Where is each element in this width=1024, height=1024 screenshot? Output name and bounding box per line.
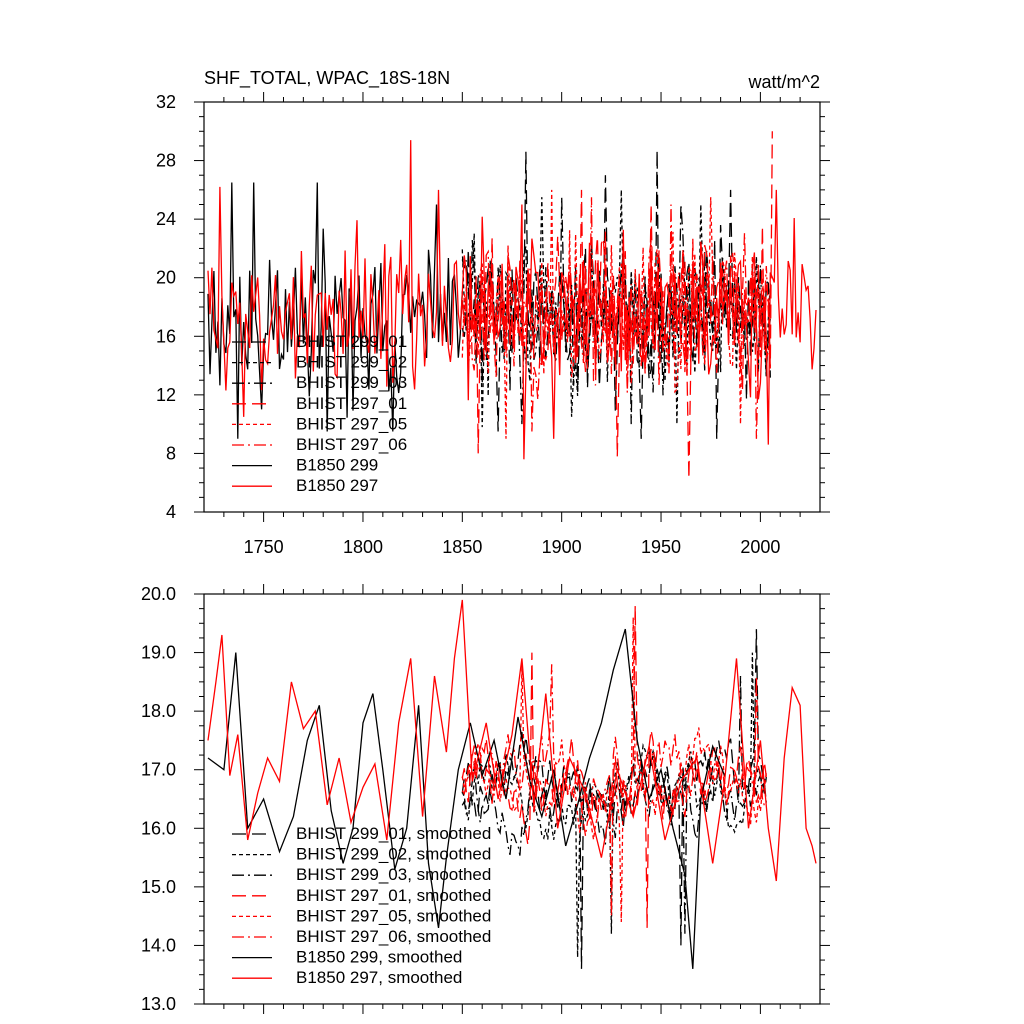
legend-label: B1850 297 xyxy=(296,476,378,495)
bottom-panel: 13.0 14.0 15.0 16.0 17.0 18.0 19.0 20.0 BHIST 29… xyxy=(141,584,830,1014)
x-tick-label: 2000 xyxy=(740,537,780,557)
y-tick-label: 16.0 xyxy=(141,818,176,838)
series-line-5 xyxy=(461,617,767,923)
x-ticks xyxy=(223,92,801,522)
y-tick-label: 24 xyxy=(156,209,176,229)
y-tick-label: 32 xyxy=(156,92,176,112)
chart-units: watt/m^2 xyxy=(748,72,820,92)
legend-label: BHIST 297_05, smoothed xyxy=(296,906,491,925)
legend-label: BHIST 299_01 xyxy=(296,332,407,351)
legend-label: BHIST 299_01, smoothed xyxy=(296,824,491,843)
legend-label: BHIST 299_03, smoothed xyxy=(296,865,491,884)
y-tick-label: 14.0 xyxy=(141,935,176,955)
series-group xyxy=(207,131,817,479)
series-group xyxy=(207,599,817,969)
x-tick-label: 1800 xyxy=(343,537,383,557)
y-tick-label: 18.0 xyxy=(141,701,176,721)
legend-label: BHIST 297_01 xyxy=(296,394,407,413)
series-line-7 xyxy=(207,628,726,969)
series-line-1 xyxy=(461,629,767,969)
y-ticks xyxy=(194,593,830,1005)
series-line-8 xyxy=(207,599,817,882)
series-line-3 xyxy=(461,675,767,934)
legend-label: BHIST 297_01, smoothed xyxy=(296,886,491,905)
series-line-4 xyxy=(461,131,773,479)
x-tick-label: 1750 xyxy=(244,537,284,557)
y-tick-label: 12 xyxy=(156,385,176,405)
y-tick-label: 20 xyxy=(156,268,176,288)
y-tick-label: 16 xyxy=(156,326,176,346)
y-tick-label: 15.0 xyxy=(141,877,176,897)
series-line-8 xyxy=(207,140,817,460)
y-tick-label: 17.0 xyxy=(141,760,176,780)
x-tick-label: 1950 xyxy=(641,537,681,557)
y-tick-label: 13.0 xyxy=(141,994,176,1014)
legend-label: B1850 299 xyxy=(296,456,378,475)
legend-label: BHIST 299_02, smoothed xyxy=(296,845,491,864)
legend-label: BHIST 299_02 xyxy=(296,353,407,372)
legend-label: B1850 299, smoothed xyxy=(296,948,462,967)
y-tick-label: 28 xyxy=(156,151,176,171)
legend-label: BHIST 299_03 xyxy=(296,373,407,392)
x-ticks xyxy=(223,584,801,1014)
y-tick-label: 20.0 xyxy=(141,584,176,604)
x-tick-label: 1850 xyxy=(442,537,482,557)
top-panel: 1750 1800 1850 1900 1950 2000 4 8 12 16 20 24 28 32 BH… xyxy=(156,92,830,557)
y-ticks xyxy=(194,101,830,513)
x-tick-label: 1900 xyxy=(542,537,582,557)
chart-title: SHF_TOTAL, WPAC_18S-18N xyxy=(204,68,450,89)
legend: BHIST 299_01, smoothed BHIST 299_02, smoo… xyxy=(232,824,491,987)
legend-label: BHIST 297_06 xyxy=(296,435,407,454)
series-line-6 xyxy=(461,197,771,439)
y-tick-label: 4 xyxy=(166,502,176,522)
legend-label: BHIST 297_05 xyxy=(296,414,407,433)
y-tick-label: 19.0 xyxy=(141,643,176,663)
y-tick-label: 8 xyxy=(166,443,176,463)
series-line-2 xyxy=(461,652,767,958)
legend-label: BHIST 297_06, smoothed xyxy=(296,927,491,946)
legend-label: B1850 297, smoothed xyxy=(296,968,462,987)
